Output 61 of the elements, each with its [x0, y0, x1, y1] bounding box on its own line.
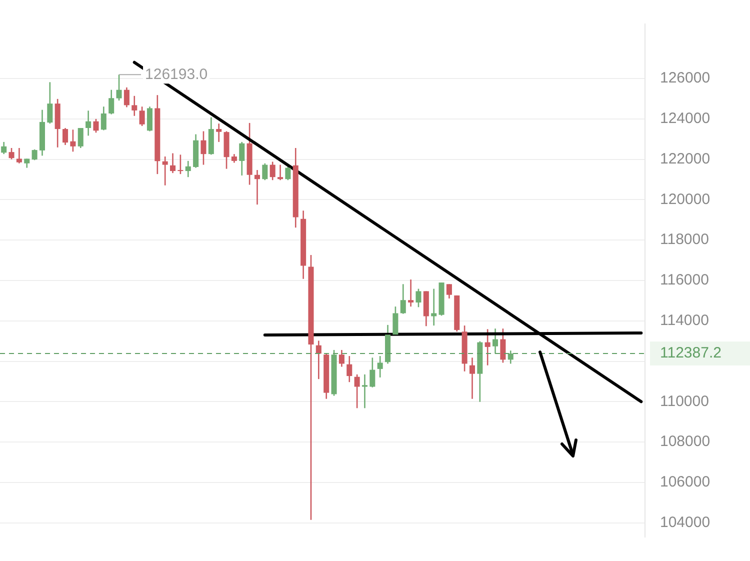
candlestick — [416, 288, 422, 308]
y-tick-label: 118000 — [660, 231, 709, 248]
candlestick — [431, 288, 437, 326]
candlestick — [285, 166, 291, 181]
candlestick — [400, 283, 406, 314]
candlestick — [1, 141, 7, 155]
candlestick — [216, 122, 222, 143]
candlestick — [100, 106, 106, 131]
candlestick — [86, 110, 92, 136]
candlestick — [500, 328, 506, 364]
candlestick — [316, 340, 322, 380]
candlestick — [278, 164, 284, 181]
y-tick-label: 104000 — [660, 514, 710, 532]
candlestick — [262, 162, 268, 181]
candlestick — [508, 350, 514, 364]
candlestick — [78, 127, 84, 149]
candlestick — [32, 148, 38, 161]
y-tick-label: 116000 — [660, 272, 709, 289]
candlestick — [139, 106, 145, 127]
candlestick — [469, 357, 475, 400]
y-tick-label: 110000 — [660, 392, 709, 410]
candlestick — [8, 147, 14, 160]
candlestick — [446, 283, 452, 300]
candlestick — [362, 374, 368, 409]
candlestick — [108, 89, 114, 115]
ref-line-label: 112387.2 — [660, 344, 722, 362]
candlestick — [377, 355, 383, 378]
candlestick — [170, 152, 176, 174]
candlestick — [116, 74, 122, 102]
candlestick — [185, 160, 191, 178]
candlestick — [346, 355, 352, 383]
candlestick — [270, 161, 276, 181]
y-tick-label: 124000 — [660, 110, 710, 128]
y-tick-label: 108000 — [660, 433, 710, 450]
candlestick — [93, 118, 99, 134]
y-tick-label: 120000 — [660, 190, 710, 208]
candlestick — [354, 374, 360, 409]
candlestick — [254, 169, 260, 206]
annotation: 126193.0 — [145, 66, 208, 83]
y-tick-label: 122000 — [660, 150, 710, 168]
candlestick — [162, 156, 168, 186]
candlestick — [408, 278, 414, 308]
candlestick — [239, 141, 245, 176]
candlestick — [16, 147, 22, 164]
candlestick — [338, 349, 344, 368]
candlestick — [392, 306, 398, 336]
candlestick — [370, 357, 376, 388]
y-tick-label: 126000 — [660, 70, 710, 87]
candlestick — [24, 158, 30, 168]
candlestick — [200, 130, 206, 166]
y-tick-label: 114000 — [660, 312, 709, 330]
candlestick — [492, 328, 498, 354]
candlestick — [132, 95, 138, 117]
candlestick — [178, 154, 184, 175]
candlestick — [47, 82, 53, 124]
candlestick — [70, 128, 76, 152]
candlestick — [146, 106, 152, 132]
candlestick — [62, 127, 68, 146]
candlestick — [124, 86, 130, 108]
y-tick-label: 106000 — [660, 474, 710, 491]
candlestick — [484, 328, 490, 366]
